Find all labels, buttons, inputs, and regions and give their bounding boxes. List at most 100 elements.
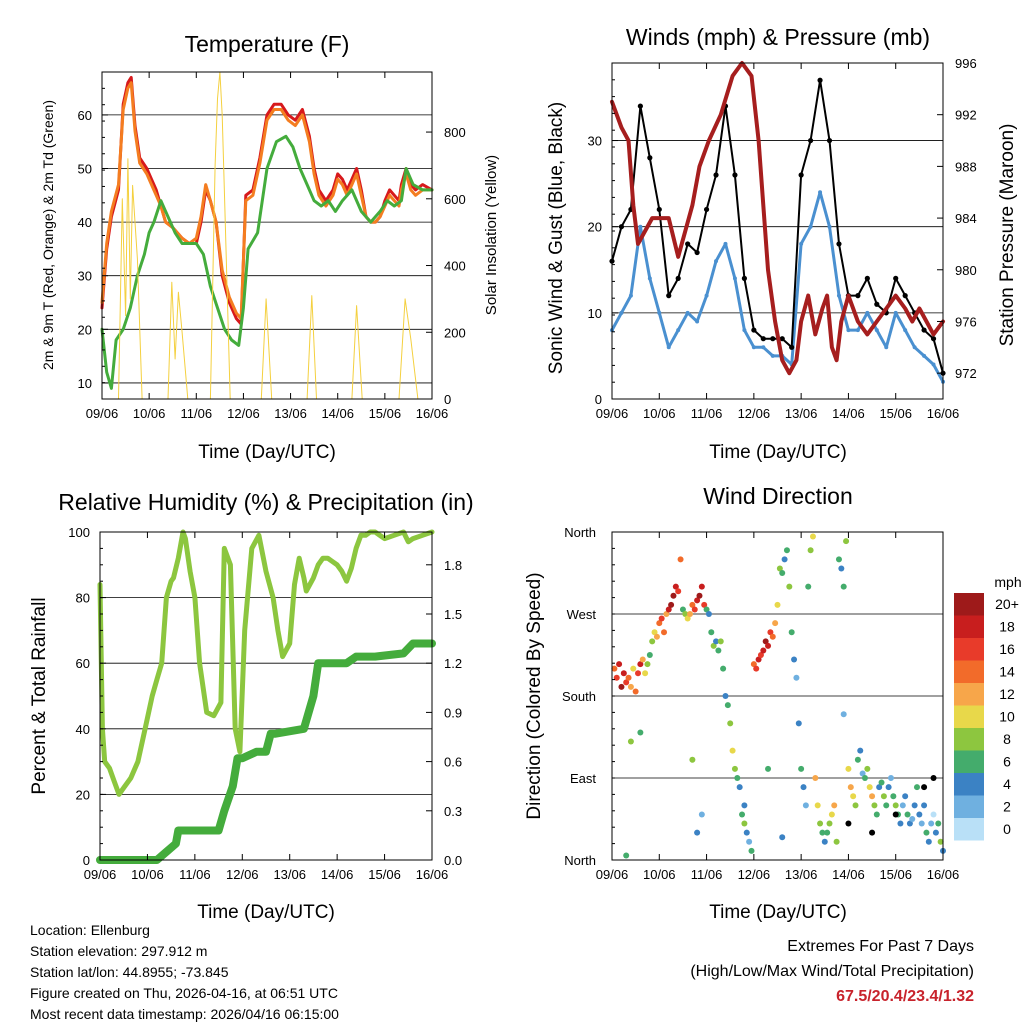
y2-tick-label: 600 [444,192,466,207]
y2-tick-label: 976 [955,314,977,329]
direction-point [675,588,682,595]
gust-point [675,275,681,281]
direction-point [668,601,675,608]
direction-point [774,601,781,608]
direction-point [689,756,696,763]
direction-point [904,811,911,818]
winds-x-axis: 09/06 10/06 11/06 12/06 13/06 14/06 15/06 16/06 [596,63,959,421]
direction-point [613,674,620,681]
station-pressure-line [610,61,945,376]
colorbar-label: 12 [999,686,1015,702]
direction-point [753,665,760,672]
direction-point [694,597,701,604]
elevation-text: Station elevation: 297.912 m [30,943,208,959]
gust-point [656,206,662,213]
direction-point [734,775,741,781]
direction-point [731,765,738,772]
direction-point [646,652,653,658]
direction-point [857,747,864,754]
direction-point [876,784,883,791]
gust-point [930,336,937,342]
sonic-wind-point [761,345,766,350]
sonic-wind-point [818,190,823,195]
direction-point [722,693,729,699]
x-tick-label: 11/06 [691,406,723,421]
x-tick-label: 10/06 [133,406,166,421]
direction-point [779,570,786,576]
direction-title: Wind Direction [703,483,853,509]
colorbar-swatch [954,795,984,818]
direction-y-label: Direction (Colored By Speed) [524,572,545,819]
direction-point [748,847,755,854]
y2-tick-label: 0.6 [444,755,462,770]
direction-point [677,556,684,563]
direction-point [817,820,824,827]
gust-point [685,241,691,247]
direction-point [930,775,937,781]
humidity-series [96,529,436,864]
direction-point [824,829,831,836]
y2-tick-label: 992 [955,108,977,123]
direction-point [932,829,939,836]
x-tick-label: 15/06 [879,406,912,421]
gust-point [808,137,814,144]
direction-point [620,670,627,677]
colorbar-swatch [954,660,984,683]
y-tick-label: North [564,525,596,540]
x-tick-label: 09/06 [84,867,117,882]
temperature-y-axis: 10 20 30 40 50 60 [78,71,108,400]
colorbar-label: 16 [999,641,1015,657]
colorbar-swatch [954,705,984,728]
colorbar-label: 18 [999,619,1015,635]
x-tick-label: 11/06 [180,406,212,421]
sonic-wind-point [903,328,908,333]
x-tick-label: 14/06 [832,406,865,421]
y2-tick-label: 0.0 [444,853,462,868]
direction-point [649,638,656,645]
sonic-wind-point [742,328,747,333]
winds-series [609,61,946,384]
colorbar-label: 0 [1003,821,1011,837]
direction-point [861,775,868,781]
direction-point [658,615,665,622]
direction-point [916,811,923,818]
direction-point [937,838,944,845]
direction-point [710,642,717,649]
direction-point [639,656,646,663]
direction-point [840,583,847,590]
direction-point [887,775,894,781]
y-tick-label: 50 [78,161,92,176]
sonic-wind-point [695,319,700,324]
direction-point [670,592,677,599]
x-tick-label: 11/06 [691,867,723,882]
temperature-panel: Temperature (F) 10 20 30 40 50 60 0 200 400 600 8… [40,31,500,463]
y2-tick-label: 800 [444,125,466,140]
gust-point [751,327,757,333]
sonic-wind-point [931,362,936,367]
direction-point [611,665,618,672]
x-tick-label: 13/06 [785,406,818,421]
direction-point [720,665,727,672]
total-rainfall-line [96,639,436,864]
station-info: Location: Ellenburg Station elevation: 2… [30,920,339,1025]
recent-data-text: Most recent data timestamp: 2026/04/16 0… [30,1006,339,1022]
winds-gridlines [612,140,943,400]
sonic-wind-point [638,224,643,229]
direction-point [679,606,686,613]
direction-point [755,656,762,663]
x-tick-label: 13/06 [274,406,307,421]
direction-point [835,556,842,563]
y-tick-label: East [570,771,596,786]
x-tick-label: 12/06 [738,406,771,421]
direction-point [880,793,887,800]
direction-point [878,779,885,786]
sonic-wind-point [884,345,889,350]
colorbar-label: 10 [999,709,1015,725]
y2-tick-label: 980 [955,263,977,278]
sonic-wind-point [619,310,624,315]
direction-point [653,633,660,640]
x-tick-label: 12/06 [227,406,260,421]
direction-point [665,606,672,613]
direction-point [923,829,930,836]
temperature-x-axis: 09/06 10/06 11/06 12/06 13/06 14/06 15/06 16/06 [86,72,448,421]
